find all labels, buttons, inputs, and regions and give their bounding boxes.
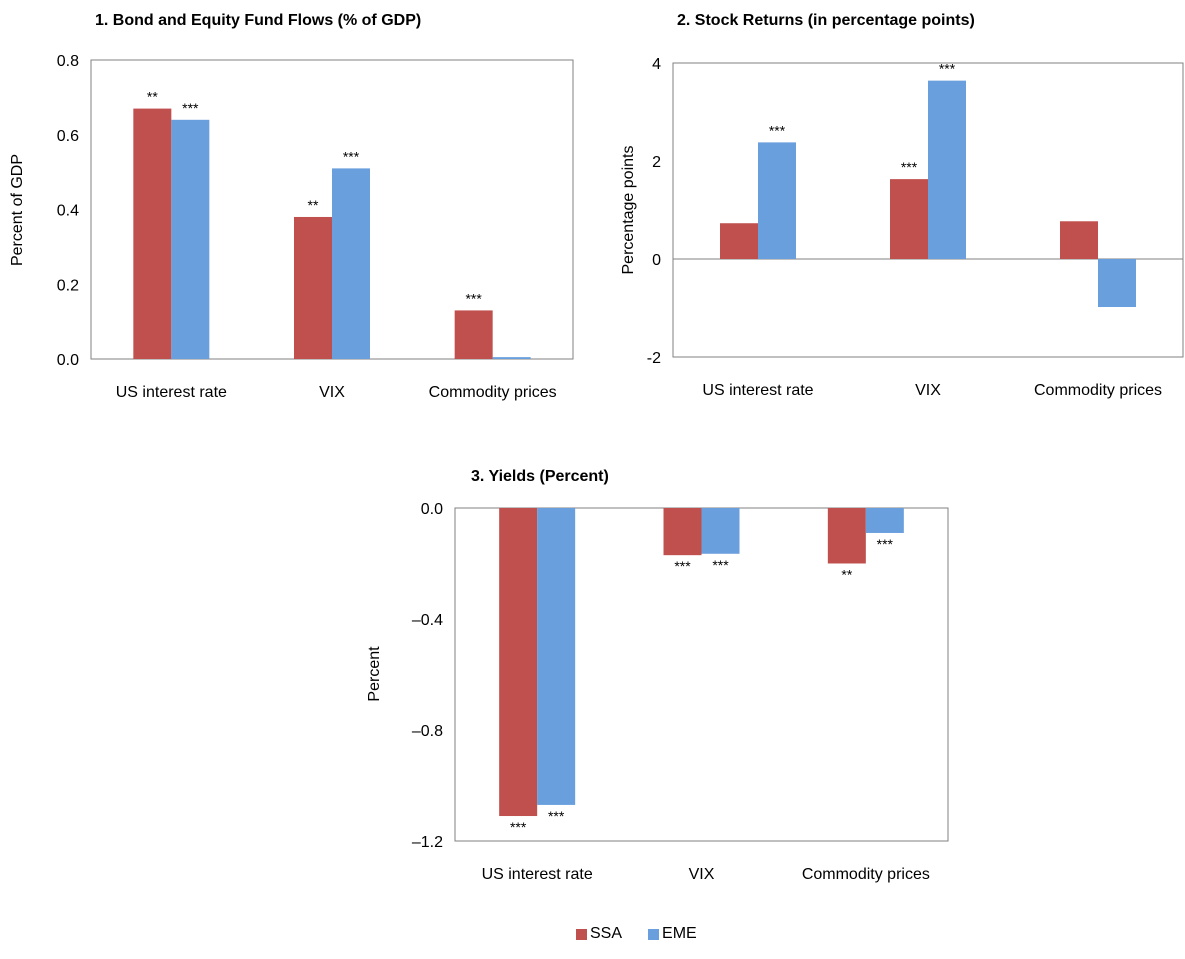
chart1-ylabel: Percent of GDP (9, 154, 26, 266)
chart3-ytick-label: –0.8 (412, 723, 443, 740)
chart3-category-label: Commodity prices (802, 866, 930, 883)
chart2-bar-ssa (720, 223, 758, 259)
chart3-bar-eme (701, 508, 740, 554)
legend-item-eme: EME (648, 925, 697, 943)
chart2-data-label: *** (939, 61, 956, 77)
legend-swatch-eme (648, 928, 660, 940)
chart1-bar-eme (171, 119, 210, 359)
chart2-ytick-label: 2 (652, 154, 661, 171)
chart2-ytick-label: 0 (652, 252, 661, 269)
chart1-data-label: *** (465, 290, 482, 306)
chart2-ytick-label: 4 (652, 56, 661, 73)
chart3-ylabel: Percent (366, 646, 383, 702)
chart1-data-label: *** (343, 148, 360, 164)
chart2-title: 2. Stock Returns (in percentage points) (677, 12, 975, 29)
chart1-category-label: US interest rate (116, 384, 227, 401)
chart2-category-label: Commodity prices (1034, 382, 1162, 399)
chart3-bar-ssa (827, 508, 866, 564)
chart1-bar-eme (332, 168, 370, 359)
chart1-ytick-label: 0.8 (57, 53, 79, 70)
chart1-category-label: Commodity prices (429, 384, 557, 401)
chart1-data-label: ** (308, 197, 319, 213)
legend-label-ssa: SSA (590, 925, 623, 942)
chart3-ytick-label: –0.4 (412, 612, 443, 629)
chart1-bar-eme (492, 357, 531, 359)
chart1-data-label: *** (182, 100, 199, 116)
chart1-title: 1. Bond and Equity Fund Flows (% of GDP) (95, 12, 422, 29)
chart1-ytick-label: 0.6 (57, 128, 79, 145)
chart3-category-label: US interest rate (482, 866, 593, 883)
chart3-data-label: *** (548, 808, 565, 824)
legend-item-ssa: SSA (576, 925, 622, 943)
chart2-data-label: *** (901, 159, 918, 175)
chart2-data-label: *** (769, 122, 786, 138)
chart1-ytick-label: 0.0 (57, 352, 79, 369)
chart2-ytick-label: -2 (647, 350, 661, 367)
chart1-ytick-label: 0.4 (57, 203, 79, 220)
chart1-data-label: ** (147, 89, 158, 105)
chart2-bar-ssa (1060, 221, 1098, 259)
chart2-plot-frame (672, 62, 1184, 358)
chart1-ytick-label: 0.2 (57, 277, 79, 294)
chart3-data-label: ** (841, 567, 852, 583)
chart2-category-label: US interest rate (702, 382, 813, 399)
chart3-data-label: *** (877, 536, 894, 552)
chart3-ytick-label: 0.0 (421, 501, 443, 518)
chart3-bar-ssa (663, 508, 702, 556)
chart1-bar-ssa (133, 108, 172, 360)
chart3-category-label: VIX (689, 866, 715, 883)
chart2-category-label: VIX (915, 382, 941, 399)
chart2-bar-ssa (890, 179, 928, 259)
chart3-data-label: *** (712, 557, 729, 573)
chart2-ylabel: Percentage points (620, 146, 637, 275)
chart3-bar-eme (537, 508, 576, 805)
chart3-ytick-label: –1.2 (412, 834, 443, 851)
chart3-data-label: *** (510, 819, 527, 835)
chart2-bar-eme (758, 142, 796, 259)
legend-swatch-ssa (576, 928, 587, 940)
legend-label-eme: EME (662, 925, 697, 942)
chart1-bar-ssa (454, 310, 493, 359)
chart1-bar-ssa (294, 216, 332, 359)
chart3-data-label: *** (674, 558, 691, 574)
chart3-bar-ssa (499, 508, 538, 817)
chart2-bar-eme (928, 80, 966, 259)
chart3-title: 3. Yields (Percent) (471, 468, 609, 485)
chart3-bar-eme (865, 508, 904, 533)
legend: SSA EME (576, 925, 697, 943)
chart2-bar-eme (1098, 259, 1136, 308)
chart1-category-label: VIX (319, 384, 345, 401)
